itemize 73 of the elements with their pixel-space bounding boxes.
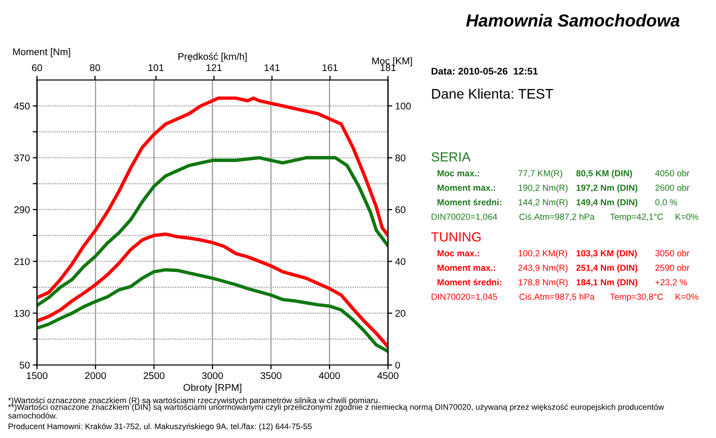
- y-tick-label: 50: [20, 362, 30, 369]
- text: 243,9 Nm(R): [518, 264, 568, 273]
- text: Dane Klienta: TEST: [432, 88, 554, 99]
- text: 144,2 Nm(R): [518, 198, 568, 208]
- text: 77,7 KM(R): [518, 170, 562, 178]
- text: 2590 obr: [655, 264, 690, 271]
- text: **)Wartości oznaczone znaczkiem (DIN) są wartościami unormowanymi czyli przeliczonymi zgodnie z niemiecką normą DIN70020, używaną przez większość europejskich producentów samochodów.: [8, 404, 664, 419]
- x-axis-title: Obroty [RPM]: [184, 384, 242, 393]
- text: 2600 obr: [655, 184, 690, 191]
- x2-tick-label: 101: [148, 64, 164, 72]
- text: Moment średni:: [438, 198, 502, 206]
- x2-tick-label: 161: [322, 64, 338, 72]
- text: Producent Hamowni: Kraków 31-752, ul. Makuszyńskiego 9A, tel./fax: (12) 644-75-55: [8, 423, 312, 431]
- y2-tick-label: 60: [395, 206, 406, 214]
- text: 100,2 KM(R): [518, 250, 568, 258]
- y2-tick-label: 0: [395, 362, 400, 369]
- text: TUNING: [431, 232, 481, 242]
- text: 190,2 Nm(R): [518, 184, 568, 193]
- x-tick-label: 3000: [202, 372, 223, 380]
- x2-tick-label: 80: [90, 64, 100, 72]
- text: K=0%: [676, 294, 698, 300]
- y-axis-title: Moment [Nm]: [13, 48, 70, 58]
- text: *)Wartości oznaczone znaczkiem (R) są wartościami rzeczywistych parametrów silnika w chwili pomiaru.: [8, 397, 380, 405]
- text: K=0%: [676, 214, 698, 220]
- x2-axis-title: Prędkość [km/h]: [178, 52, 247, 62]
- text: Moment max.:: [438, 184, 495, 191]
- x2-tick-label: 141: [264, 64, 280, 72]
- text: 251,4 Nm (DIN): [576, 264, 638, 273]
- text: 178,8 Nm(R): [518, 278, 568, 288]
- line-series: [37, 232, 388, 349]
- text: SERIA: [432, 152, 471, 162]
- x-tick-label: 3500: [260, 372, 282, 380]
- x-tick-label: 4000: [318, 372, 340, 380]
- y2-tick-label: 100: [396, 102, 411, 110]
- text: 0,0 %: [655, 199, 678, 206]
- y-tick-label: 130: [14, 310, 30, 317]
- text: Moment średni:: [438, 278, 502, 286]
- x2-tick-label: 121: [206, 64, 222, 72]
- text: Moc max.:: [438, 250, 479, 256]
- y2-tick-label: 20: [395, 310, 406, 317]
- y2-tick-label: 80: [395, 154, 406, 162]
- text: 184,1 Nm (DIN): [576, 278, 638, 288]
- x2-tick-label: 60: [32, 64, 42, 72]
- y-tick-label: 370: [14, 154, 30, 162]
- text: Hamownia Samochodowa: [466, 14, 680, 27]
- x-tick-label: 2000: [85, 372, 106, 380]
- text: 4050 obr: [655, 170, 690, 176]
- text: Moc max.:: [438, 170, 479, 176]
- text: 197,2 Nm (DIN): [576, 184, 638, 193]
- y-tick-label: 450: [14, 102, 30, 110]
- y2-tick-label: 40: [395, 258, 406, 265]
- line-series: [37, 96, 388, 300]
- x-tick-label: 2500: [144, 372, 164, 380]
- text: DIN70020=1,064: [432, 214, 498, 221]
- text: DIN70020=1,045: [432, 294, 498, 301]
- line-series: [37, 268, 388, 354]
- text: Ciś.Atm=987,2 hPa: [519, 213, 595, 221]
- x2-tick-label: 181: [380, 64, 396, 72]
- text: Ciś.Atm=987,5 hPa: [519, 293, 595, 301]
- text: +23,2 %: [655, 279, 688, 286]
- text: 103,3 KM (DIN): [576, 250, 637, 258]
- y-tick-label: 210: [14, 258, 30, 265]
- text: 3050 obr: [655, 250, 690, 256]
- text: 80,5 KM (DIN): [576, 170, 632, 178]
- text: Data: 2010-05-26 12:51: [432, 68, 538, 75]
- text: 149,4 Nm (DIN): [576, 198, 638, 208]
- x-tick-label: 1500: [26, 372, 48, 380]
- y-tick-label: 290: [14, 206, 30, 214]
- text: Temp=42,1°C: [610, 214, 664, 222]
- line-series: [37, 156, 388, 308]
- text: Temp=30,8°C: [610, 294, 664, 302]
- text: Moment max.:: [438, 264, 495, 271]
- x-tick-label: 4500: [377, 372, 398, 380]
